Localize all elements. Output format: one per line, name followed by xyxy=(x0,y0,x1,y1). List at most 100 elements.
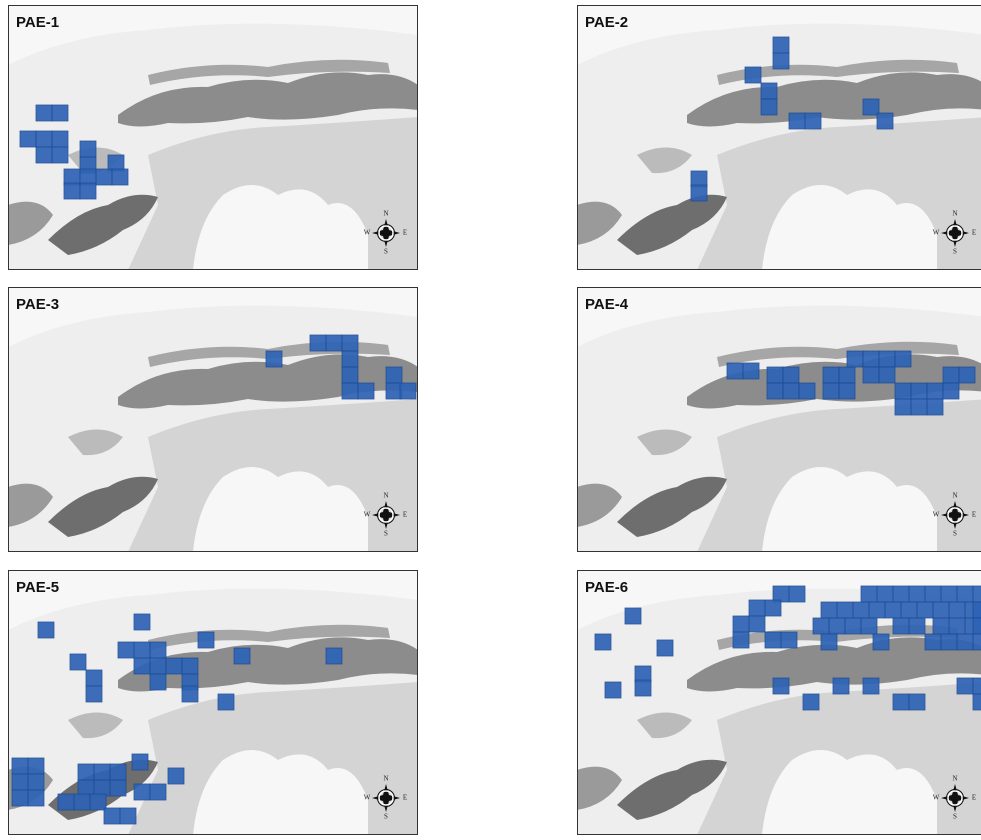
compass-south: S xyxy=(953,248,957,256)
area-cell xyxy=(342,383,358,399)
area-cell xyxy=(767,367,783,383)
map-content xyxy=(577,5,981,270)
area-cell xyxy=(112,169,128,185)
area-cell xyxy=(853,602,869,618)
area-cell xyxy=(839,367,855,383)
area-cell xyxy=(957,586,973,602)
area-cell xyxy=(773,586,789,602)
area-cell xyxy=(358,383,374,399)
area-cell xyxy=(28,758,44,774)
area-cell xyxy=(12,758,28,774)
area-cell xyxy=(879,367,895,383)
area-cell xyxy=(198,632,214,648)
area-cell xyxy=(893,586,909,602)
area-cell xyxy=(342,335,358,351)
compass-north: N xyxy=(383,210,388,218)
area-cell xyxy=(80,183,96,199)
area-cell xyxy=(635,666,651,682)
area-cell xyxy=(823,383,839,399)
area-cell xyxy=(218,694,234,710)
area-cell xyxy=(863,351,879,367)
area-cell xyxy=(150,642,166,658)
area-cell xyxy=(943,367,959,383)
compass-south: S xyxy=(384,530,388,538)
compass-west: W xyxy=(933,794,940,802)
area-cell xyxy=(973,678,981,694)
area-cell xyxy=(927,383,943,399)
panel-label: PAE-1 xyxy=(16,14,59,31)
compass-east: E xyxy=(972,794,976,802)
area-cell xyxy=(28,774,44,790)
area-cell xyxy=(52,147,68,163)
compass-west: W xyxy=(933,511,940,519)
area-cell xyxy=(657,640,673,656)
terrain xyxy=(8,287,418,552)
area-cell xyxy=(96,169,112,185)
area-cell xyxy=(933,602,949,618)
area-cell xyxy=(911,383,927,399)
area-cell xyxy=(749,600,765,616)
area-cell xyxy=(895,383,911,399)
area-cell xyxy=(949,618,965,634)
compass-south: S xyxy=(953,530,957,538)
area-cell xyxy=(86,686,102,702)
area-cell xyxy=(134,658,150,674)
area-cell xyxy=(595,634,611,650)
area-cell xyxy=(104,808,120,824)
area-cell xyxy=(36,131,52,147)
area-cell xyxy=(895,351,911,367)
area-cell xyxy=(925,634,941,650)
area-cell xyxy=(847,351,863,367)
area-cell xyxy=(973,694,981,710)
area-cell xyxy=(342,367,358,383)
area-cell xyxy=(821,602,837,618)
area-cell xyxy=(799,383,815,399)
area-cell xyxy=(861,618,877,634)
area-cell xyxy=(789,113,805,129)
area-cell xyxy=(909,586,925,602)
area-cell xyxy=(823,367,839,383)
area-cell xyxy=(765,600,781,616)
area-cell xyxy=(727,363,743,379)
area-cell xyxy=(863,367,879,383)
area-cell xyxy=(310,335,326,351)
area-cell xyxy=(386,367,402,383)
area-cell xyxy=(400,383,416,399)
area-cell xyxy=(833,678,849,694)
area-cell xyxy=(120,808,136,824)
map-content xyxy=(8,570,418,835)
area-cell xyxy=(821,634,837,650)
area-cell xyxy=(773,37,789,53)
area-cell xyxy=(743,363,759,379)
area-cell xyxy=(893,618,909,634)
area-cell xyxy=(949,602,965,618)
compass-west: W xyxy=(933,229,940,237)
area-cell xyxy=(973,618,981,634)
area-cell xyxy=(877,586,893,602)
area-cell xyxy=(837,602,853,618)
area-cell xyxy=(94,780,110,796)
map-content xyxy=(8,287,418,552)
compass-east: E xyxy=(972,229,976,237)
panel-label: PAE-6 xyxy=(585,579,628,596)
area-cell xyxy=(691,185,707,201)
area-cell xyxy=(927,399,943,415)
area-cell xyxy=(917,602,933,618)
area-cell xyxy=(745,67,761,83)
area-cell xyxy=(943,383,959,399)
compass-north: N xyxy=(952,492,957,500)
area-cell xyxy=(110,764,126,780)
area-cell xyxy=(134,614,150,630)
area-cell xyxy=(90,794,106,810)
area-cell xyxy=(635,680,651,696)
compass-north: N xyxy=(383,492,388,500)
area-cell xyxy=(783,383,799,399)
map-content xyxy=(577,287,981,552)
area-cell xyxy=(78,780,94,796)
area-cell xyxy=(78,764,94,780)
area-cell xyxy=(12,774,28,790)
